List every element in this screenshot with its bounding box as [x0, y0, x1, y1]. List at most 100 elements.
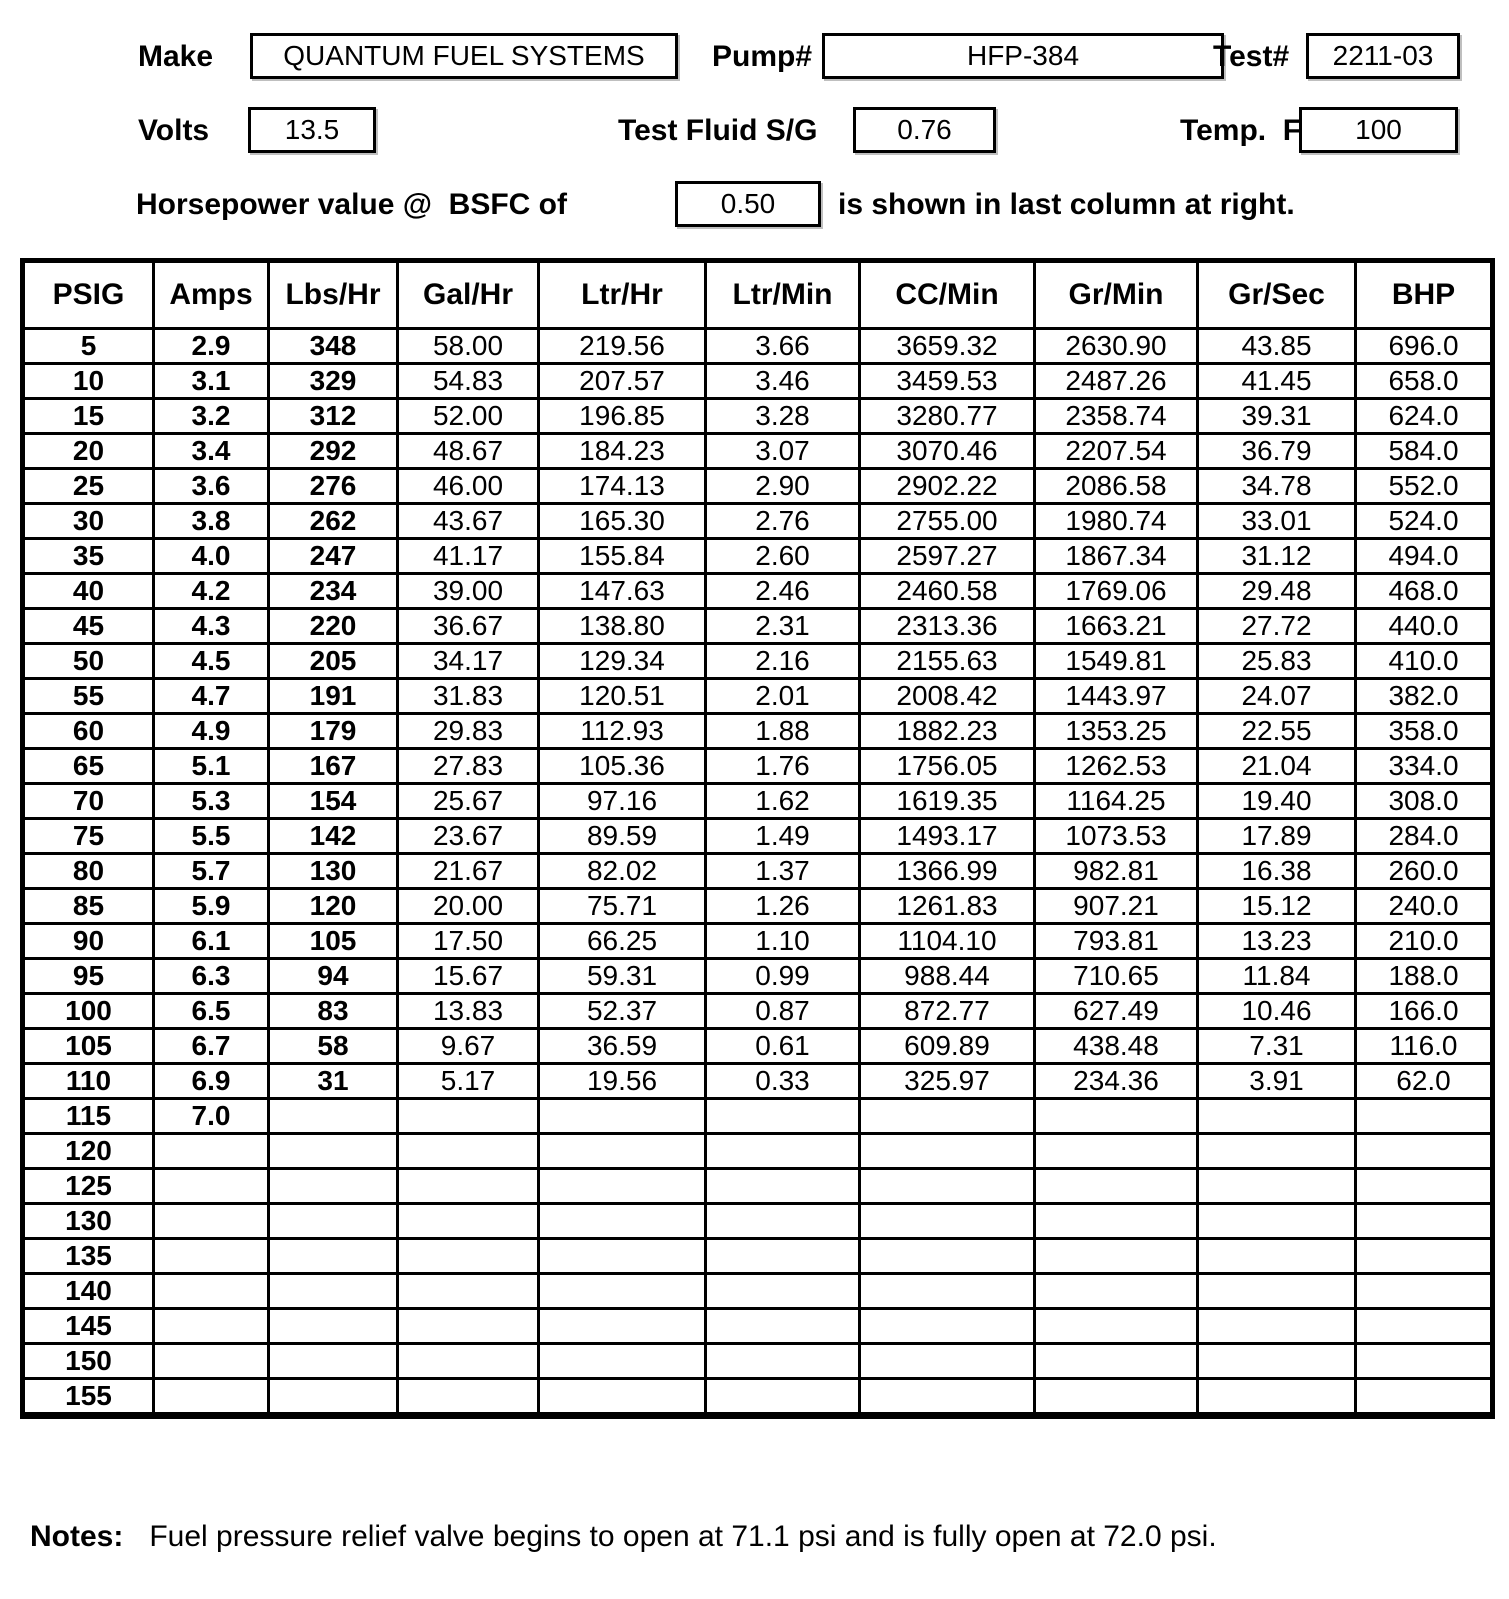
table-cell: 0.33: [704, 1062, 861, 1100]
table-cell: 35: [21, 537, 155, 575]
table-cell: [1354, 1377, 1494, 1417]
table-cell: 3.07: [704, 432, 861, 470]
table-cell: 205: [267, 642, 399, 680]
table-cell: 48.67: [396, 432, 540, 470]
table-cell: [1354, 1132, 1494, 1170]
table-cell: [858, 1097, 1036, 1135]
table-cell: 65: [21, 747, 155, 785]
table-cell: 27.72: [1196, 607, 1357, 645]
table-cell: 58: [267, 1027, 399, 1065]
table-cell: 6.1: [152, 922, 270, 960]
table-row: 15 3.2 312 52.00 196.85 3.28 3280.77 2358.74 39.…: [21, 397, 1494, 435]
table-cell: 2207.54: [1033, 432, 1199, 470]
table-cell: 2902.22: [858, 467, 1036, 505]
table-cell: [267, 1202, 399, 1240]
table-cell: [1354, 1307, 1494, 1345]
table-row: 150: [21, 1342, 1494, 1380]
table-row: 10 3.1 329 54.83 207.57 3.46 3459.53 2487.26 41.…: [21, 362, 1494, 400]
table-cell: 348: [267, 327, 399, 365]
table-cell: 2.31: [704, 607, 861, 645]
table-cell: [152, 1237, 270, 1275]
table-cell: [1196, 1097, 1357, 1135]
table-cell: 276: [267, 467, 399, 505]
table-cell: [267, 1307, 399, 1345]
column-header: Gr/Min: [1033, 259, 1199, 330]
table-cell: 50: [21, 642, 155, 680]
table-cell: 9.67: [396, 1027, 540, 1065]
table-cell: 145: [21, 1307, 155, 1345]
table-cell: 468.0: [1354, 572, 1494, 610]
table-cell: 21.67: [396, 852, 540, 890]
table-cell: 150: [21, 1342, 155, 1380]
table-cell: 25.67: [396, 782, 540, 820]
table-cell: 2.60: [704, 537, 861, 575]
flow-table-header: PSIG Amps Lbs/Hr Gal/Hr Ltr/Hr Ltr/Min CC/Min G…: [21, 259, 1494, 330]
table-cell: 10.46: [1196, 992, 1357, 1030]
table-cell: 260.0: [1354, 852, 1494, 890]
table-cell: 4.9: [152, 712, 270, 750]
table-cell: 907.21: [1033, 887, 1199, 925]
table-cell: 31.83: [396, 677, 540, 715]
table-cell: 21.04: [1196, 747, 1357, 785]
table-cell: 142: [267, 817, 399, 855]
table-cell: 6.7: [152, 1027, 270, 1065]
table-cell: 20.00: [396, 887, 540, 925]
table-row: 130: [21, 1202, 1494, 1240]
table-cell: [267, 1342, 399, 1380]
table-cell: 6.5: [152, 992, 270, 1030]
column-header: Gal/Hr: [396, 259, 540, 330]
table-cell: 494.0: [1354, 537, 1494, 575]
test-fluid-sg-label: Test Fluid S/G: [618, 114, 818, 147]
table-cell: 3.2: [152, 397, 270, 435]
table-cell: 19.56: [537, 1062, 707, 1100]
table-cell: [537, 1307, 707, 1345]
table-cell: 34.17: [396, 642, 540, 680]
table-cell: 15: [21, 397, 155, 435]
table-cell: 1867.34: [1033, 537, 1199, 575]
table-cell: 696.0: [1354, 327, 1494, 365]
table-cell: [1196, 1132, 1357, 1170]
table-cell: 0.99: [704, 957, 861, 995]
table-cell: [537, 1202, 707, 1240]
table-cell: 15.12: [1196, 887, 1357, 925]
table-cell: [1033, 1272, 1199, 1310]
table-row: 35 4.0 247 41.17 155.84 2.60 2597.27 1867.34 31.…: [21, 537, 1494, 575]
table-row: 5 2.9 348 58.00 219.56 3.66 3659.32 2630.90 43.8…: [21, 327, 1494, 365]
table-cell: 7.0: [152, 1097, 270, 1135]
table-cell: [267, 1237, 399, 1275]
test-fluid-sg-value: 0.76: [897, 114, 952, 145]
column-header: Amps: [152, 259, 270, 330]
table-cell: [396, 1307, 540, 1345]
table-row: 85 5.9 120 20.00 75.71 1.26 1261.83 907.21 15.12…: [21, 887, 1494, 925]
table-cell: 130: [21, 1202, 155, 1240]
table-cell: 6.3: [152, 957, 270, 995]
table-cell: 308.0: [1354, 782, 1494, 820]
table-cell: 234: [267, 572, 399, 610]
table-cell: 120.51: [537, 677, 707, 715]
table-cell: 4.3: [152, 607, 270, 645]
table-cell: 27.83: [396, 747, 540, 785]
column-header: Ltr/Hr: [537, 259, 707, 330]
table-row: 45 4.3 220 36.67 138.80 2.31 2313.36 1663.21 27.…: [21, 607, 1494, 645]
table-cell: 3.6: [152, 467, 270, 505]
table-cell: [267, 1377, 399, 1417]
pump-number-label: Pump#: [712, 40, 813, 73]
table-cell: 982.81: [1033, 852, 1199, 890]
table-cell: 95: [21, 957, 155, 995]
table-cell: 31: [267, 1062, 399, 1100]
table-cell: 54.83: [396, 362, 540, 400]
table-cell: 3.91: [1196, 1062, 1357, 1100]
table-cell: [267, 1132, 399, 1170]
table-cell: 62.0: [1354, 1062, 1494, 1100]
table-cell: 3459.53: [858, 362, 1036, 400]
table-row: 145: [21, 1307, 1494, 1345]
table-cell: [396, 1202, 540, 1240]
table-cell: 2.9: [152, 327, 270, 365]
table-cell: [1196, 1307, 1357, 1345]
table-cell: 1366.99: [858, 852, 1036, 890]
table-row: 120: [21, 1132, 1494, 1170]
table-cell: [537, 1097, 707, 1135]
table-cell: 2597.27: [858, 537, 1036, 575]
table-cell: [858, 1377, 1036, 1417]
table-cell: 5.17: [396, 1062, 540, 1100]
